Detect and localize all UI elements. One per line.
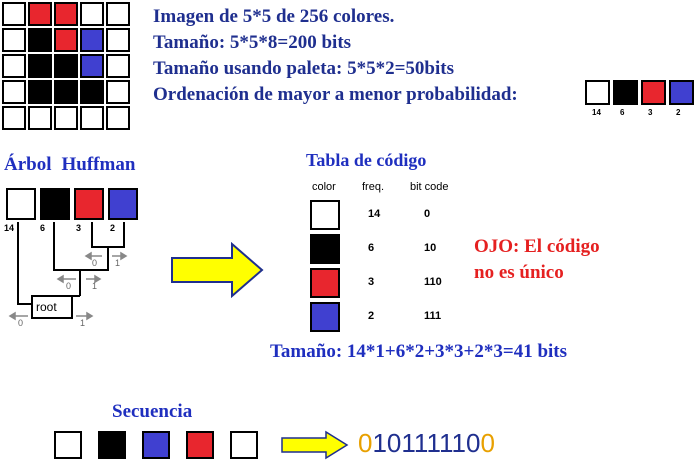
header-line-3: Tamaño usando paleta: 5*5*2=50bits — [153, 58, 454, 79]
branch-label-one-2: 1 — [92, 281, 98, 291]
tree-title-arbol: Árbol — [4, 154, 52, 175]
note-line-1: OJO: El código — [474, 236, 600, 257]
sequence-square-white — [54, 431, 82, 459]
table-code: 0 — [424, 208, 431, 220]
table-header-color: color — [312, 181, 336, 193]
palette-count: 3 — [648, 108, 653, 117]
tree-leaf-white — [6, 188, 36, 220]
sequence-square-white — [230, 431, 258, 459]
table-freq: 6 — [368, 242, 375, 254]
grid-cell — [54, 80, 78, 104]
palette-count: 2 — [676, 108, 681, 117]
table-freq: 2 — [368, 310, 375, 322]
grid-cell — [54, 106, 78, 130]
grid-cell — [80, 80, 104, 104]
sequence-square-black — [98, 431, 126, 459]
branch-label-zero-1: 0 — [92, 258, 98, 268]
yellow-arrow-icon — [171, 242, 264, 298]
grid-cell — [2, 28, 26, 52]
header-line-1: Imagen de 5*5 de 256 colores. — [153, 6, 395, 27]
tree-count-black: 6 — [40, 223, 46, 233]
table-swatch-red — [310, 268, 340, 298]
table-code: 110 — [424, 276, 442, 288]
palette-swatch-blue — [669, 80, 694, 105]
size-result: Tamaño: 14*1+6*2+3*3+2*3=41 bits — [270, 341, 568, 362]
sequence-square-blue — [142, 431, 170, 459]
sequence-arrow-icon — [281, 430, 349, 460]
grid-cell — [106, 54, 130, 78]
sequence-bit-group: 10 — [372, 428, 402, 458]
grid-cell — [54, 54, 78, 78]
grid-cell — [106, 28, 130, 52]
palette-order: 14 6 3 2 — [585, 80, 695, 122]
grid-cell — [80, 28, 104, 52]
sequence-square-red — [186, 431, 214, 459]
table-swatch-blue — [310, 302, 340, 332]
branch-label-one-1: 1 — [115, 258, 121, 268]
tree-count-white: 14 — [4, 223, 15, 233]
palette-swatch-black — [613, 80, 638, 105]
grid-cell — [106, 80, 130, 104]
branch-label-zero-2: 0 — [66, 281, 72, 291]
grid-cell — [80, 54, 104, 78]
sequence-bit-group: 0 — [480, 428, 495, 458]
huffman-tree-diagram — [8, 222, 128, 321]
table-freq: 14 — [368, 208, 381, 220]
sequence-bit-group: 0 — [358, 428, 373, 458]
table-title: Tabla de código — [306, 150, 427, 170]
note-line-2: no es único — [474, 262, 564, 283]
table-swatch-white — [310, 200, 340, 230]
tree-count-red: 3 — [76, 223, 82, 233]
sequence-title: Secuencia — [112, 401, 193, 422]
tree-leaf-black — [40, 188, 70, 220]
palette-swatch-red — [641, 80, 666, 105]
table-code: 111 — [424, 310, 442, 322]
table-header-code: bit code — [410, 181, 449, 193]
table-freq: 3 — [368, 276, 375, 288]
tree-title-huffman: Huffman — [61, 154, 136, 175]
grid-cell — [28, 80, 52, 104]
sequence-bit-group: 111 — [401, 428, 439, 458]
grid-cell — [106, 106, 130, 130]
tree-title: Árbol Huffman — [4, 154, 135, 176]
grid-cell — [80, 106, 104, 130]
grid-cell — [28, 28, 52, 52]
tree-count-blue: 2 — [110, 223, 116, 233]
grid-cell — [80, 2, 104, 26]
sequence-bits: 0101111100 — [358, 428, 495, 459]
grid-cell — [2, 106, 26, 130]
grid-cell — [54, 2, 78, 26]
table-swatch-black — [310, 234, 340, 264]
palette-count: 14 — [592, 108, 601, 117]
grid-cell — [2, 80, 26, 104]
palette-swatch-white — [585, 80, 610, 105]
grid-cell — [28, 106, 52, 130]
grid-cell — [28, 54, 52, 78]
grid-cell — [54, 28, 78, 52]
table-code: 10 — [424, 242, 437, 254]
header-line-2: Tamaño: 5*5*8=200 bits — [153, 32, 352, 53]
palette-count: 6 — [620, 108, 625, 117]
table-header-freq: freq. — [362, 181, 385, 193]
sequence-bit-group: 110 — [438, 428, 481, 458]
image-grid — [2, 2, 132, 132]
tree-leaf-blue — [108, 188, 138, 220]
root-label: root — [36, 300, 57, 314]
header-line-4: Ordenación de mayor a menor probabilidad… — [153, 84, 518, 105]
grid-cell — [106, 2, 130, 26]
grid-cell — [28, 2, 52, 26]
branch-label-zero-3: 0 — [18, 318, 24, 328]
grid-cell — [2, 54, 26, 78]
branch-label-one-3: 1 — [80, 318, 86, 328]
grid-cell — [2, 2, 26, 26]
tree-leaf-red — [74, 188, 104, 220]
